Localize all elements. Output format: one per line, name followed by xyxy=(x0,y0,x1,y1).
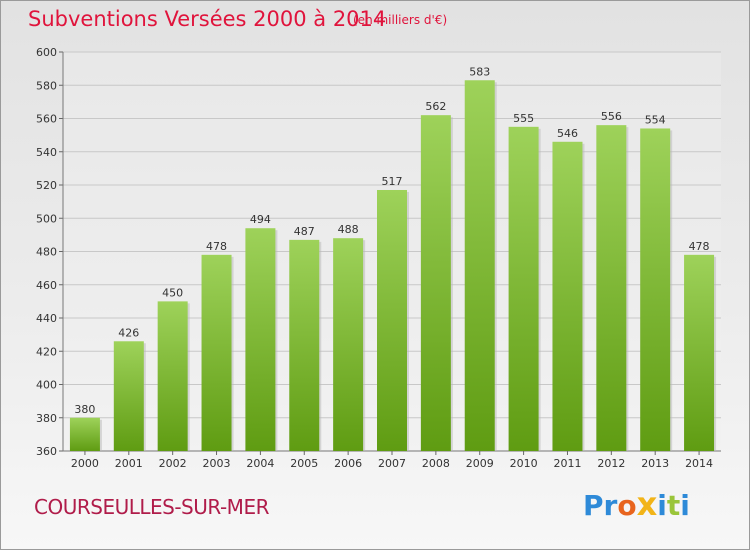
x-tick-label: 2003 xyxy=(203,457,231,470)
bar xyxy=(157,301,188,451)
bar xyxy=(596,125,627,452)
bar xyxy=(508,126,539,451)
bar xyxy=(201,254,232,451)
bar xyxy=(289,239,320,451)
bar xyxy=(69,417,100,451)
x-tick-label: 2002 xyxy=(159,457,187,470)
bar xyxy=(552,141,583,451)
y-tick-label: 460 xyxy=(36,279,57,292)
y-tick-label: 480 xyxy=(36,246,57,259)
bar-value-label: 487 xyxy=(294,225,315,238)
bar-value-label: 478 xyxy=(206,240,227,253)
bar-value-label: 583 xyxy=(469,65,490,78)
proxiti-logo[interactable]: Proxiti xyxy=(583,485,690,525)
y-tick-label: 400 xyxy=(36,379,57,392)
logo-letter: P xyxy=(583,489,604,522)
bar-value-label: 556 xyxy=(601,110,622,123)
x-tick-label: 2011 xyxy=(553,457,581,470)
x-tick-label: 2009 xyxy=(466,457,494,470)
y-tick-label: 600 xyxy=(36,46,57,59)
bar-value-label: 478 xyxy=(689,240,710,253)
y-tick-label: 440 xyxy=(36,312,57,325)
y-tick-label: 520 xyxy=(36,179,57,192)
x-tick-label: 2008 xyxy=(422,457,450,470)
x-tick-label: 2007 xyxy=(378,457,406,470)
logo-letter: x xyxy=(636,485,658,523)
y-tick-label: 580 xyxy=(36,79,57,92)
x-tick-label: 2006 xyxy=(334,457,362,470)
bar xyxy=(333,238,364,451)
bar xyxy=(377,189,407,452)
logo-letter: t xyxy=(666,489,681,522)
y-tick-label: 560 xyxy=(36,113,57,126)
y-tick-label: 540 xyxy=(36,146,57,159)
bar xyxy=(420,115,451,452)
y-tick-label: 420 xyxy=(36,345,57,358)
bar-value-label: 555 xyxy=(513,112,534,125)
x-tick-label: 2004 xyxy=(246,457,274,470)
bar-value-label: 554 xyxy=(645,113,666,126)
bar xyxy=(684,254,715,451)
chart-unit-subtitle: (en milliers d'€) xyxy=(353,13,448,27)
bar xyxy=(245,228,276,451)
x-tick-label: 2001 xyxy=(115,457,143,470)
x-tick-label: 2000 xyxy=(71,457,99,470)
logo-letter: o xyxy=(617,489,637,522)
x-tick-label: 2014 xyxy=(685,457,713,470)
bar-value-label: 488 xyxy=(338,223,359,236)
bar xyxy=(464,80,495,451)
commune-name: COURSEULLES-SUR-MER xyxy=(34,495,269,519)
x-tick-label: 2013 xyxy=(641,457,669,470)
bar-value-label: 546 xyxy=(557,127,578,140)
bar-value-label: 494 xyxy=(250,213,271,226)
bar-value-label: 426 xyxy=(118,326,139,339)
bar xyxy=(640,128,671,451)
x-tick-label: 2005 xyxy=(290,457,318,470)
bar-value-label: 450 xyxy=(162,286,183,299)
x-tick-label: 2012 xyxy=(597,457,625,470)
x-tick-label: 2010 xyxy=(510,457,538,470)
bar-value-label: 380 xyxy=(74,403,95,416)
chart-title: Subventions Versées 2000 à 2014 xyxy=(28,7,387,31)
bar xyxy=(113,341,144,451)
bar-value-label: 562 xyxy=(425,100,446,113)
y-tick-label: 360 xyxy=(36,445,57,458)
y-tick-label: 380 xyxy=(36,412,57,425)
logo-letter: i xyxy=(680,489,690,522)
bar-value-label: 517 xyxy=(382,175,403,188)
logo-letter: r xyxy=(603,489,618,522)
y-tick-label: 500 xyxy=(36,212,57,225)
logo-letter: i xyxy=(657,489,667,522)
